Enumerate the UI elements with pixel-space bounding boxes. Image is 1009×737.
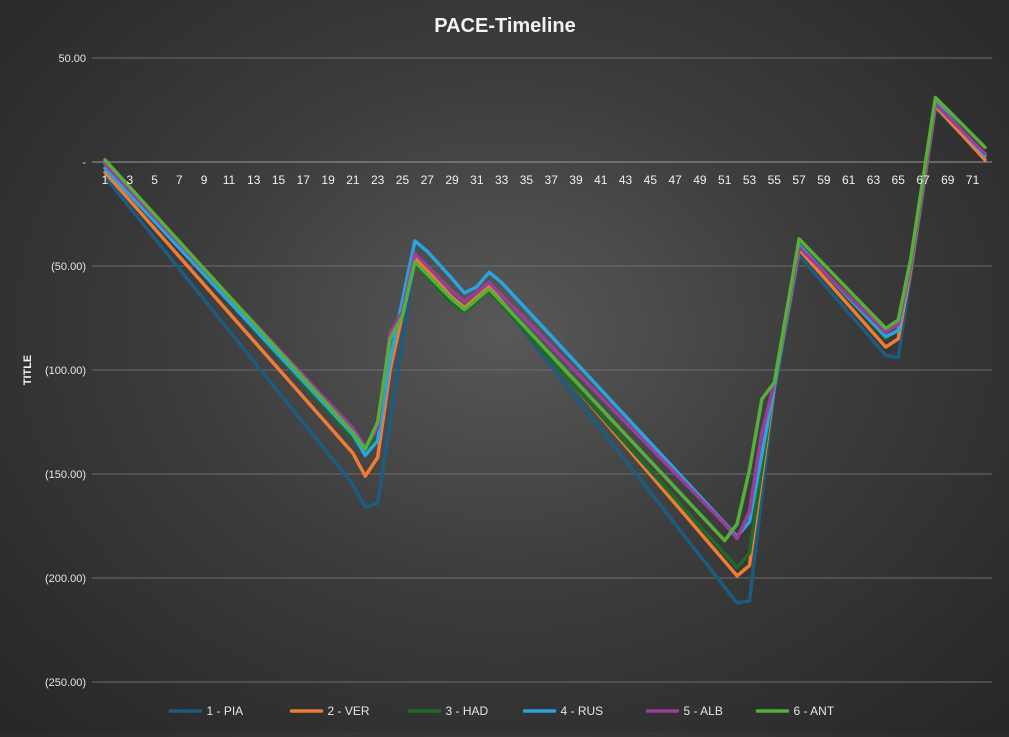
- y-tick-label: (250.00): [45, 677, 86, 689]
- x-tick-label: 1: [102, 173, 109, 187]
- x-tick-label: 43: [619, 173, 633, 187]
- x-tick-label: 63: [867, 173, 881, 187]
- x-tick-label: 59: [817, 173, 831, 187]
- y-tick-label: (200.00): [45, 573, 86, 585]
- x-tick-label: 61: [842, 173, 856, 187]
- x-tick-label: 55: [768, 173, 782, 187]
- y-tick-label: (50.00): [51, 261, 86, 273]
- legend-item: 3 - HAD: [407, 704, 489, 718]
- y-axis-ticks: 50.00 - (50.00) (100.00) (150.00) (200.00) (25…: [45, 53, 86, 689]
- chart-title: PACE-Timeline: [434, 15, 576, 37]
- legend-item: 5 - ALB: [645, 704, 723, 718]
- y-tick-label: 50.00: [58, 53, 86, 65]
- x-tick-label: 31: [470, 173, 484, 187]
- x-tick-label: 53: [743, 173, 757, 187]
- x-tick-label: 41: [594, 173, 608, 187]
- series-line: [103, 106, 987, 605]
- y-tick-label: (150.00): [45, 469, 86, 481]
- x-tick-label: 3: [126, 173, 133, 187]
- x-tick-label: 49: [693, 173, 707, 187]
- series-line: [103, 95, 987, 543]
- x-tick-label: 25: [396, 173, 410, 187]
- series-line: [103, 99, 987, 539]
- legend-label: 4 - RUS: [561, 704, 604, 718]
- x-tick-label: 9: [201, 173, 208, 187]
- x-tick-label: 15: [272, 173, 286, 187]
- x-axis-ticks: 1 3 5 7 9 11 13 15 17 19 21 23 25 27 29 31 33 35 37 39 41 43 4…: [102, 173, 980, 187]
- x-tick-label: 13: [247, 173, 261, 187]
- x-tick-label: 19: [321, 173, 335, 187]
- legend-label: 1 - PIA: [207, 704, 244, 718]
- y-tick-label: (100.00): [45, 365, 86, 377]
- legend-label: 3 - HAD: [446, 704, 489, 718]
- x-tick-label: 5: [151, 173, 158, 187]
- x-tick-label: 27: [421, 173, 435, 187]
- x-tick-label: 39: [569, 173, 583, 187]
- y-axis-label: TITLE: [22, 355, 34, 386]
- x-tick-label: 71: [966, 173, 980, 187]
- x-tick-label: 21: [346, 173, 360, 187]
- x-tick-label: 7: [176, 173, 183, 187]
- legend-item: 4 - RUS: [522, 704, 604, 718]
- x-tick-label: 45: [644, 173, 658, 187]
- legend-item: 6 - ANT: [755, 704, 835, 718]
- legend-label: 2 - VER: [328, 704, 370, 718]
- x-tick-label: 57: [792, 173, 806, 187]
- legend-item: 1 - PIA: [168, 704, 244, 718]
- x-tick-label: 65: [892, 173, 906, 187]
- x-tick-label: 17: [297, 173, 311, 187]
- x-tick-label: 33: [495, 173, 509, 187]
- y-tick-label: -: [82, 157, 86, 169]
- legend-label: 5 - ALB: [684, 704, 723, 718]
- gridlines: [92, 57, 992, 683]
- x-tick-label: 67: [916, 173, 930, 187]
- x-tick-label: 51: [718, 173, 732, 187]
- x-tick-label: 37: [545, 173, 559, 187]
- x-tick-label: 47: [668, 173, 682, 187]
- legend-label: 6 - ANT: [794, 704, 835, 718]
- x-tick-label: 23: [371, 173, 385, 187]
- legend: 1 - PIA 2 - VER 3 - HAD 4 - RUS 5 - ALB 6 - A…: [168, 704, 835, 718]
- x-tick-label: 35: [520, 173, 534, 187]
- legend-item: 2 - VER: [289, 704, 370, 718]
- x-tick-label: 69: [941, 173, 955, 187]
- x-tick-label: 29: [445, 173, 459, 187]
- x-tick-label: 11: [223, 173, 236, 187]
- series-lines: [103, 95, 987, 605]
